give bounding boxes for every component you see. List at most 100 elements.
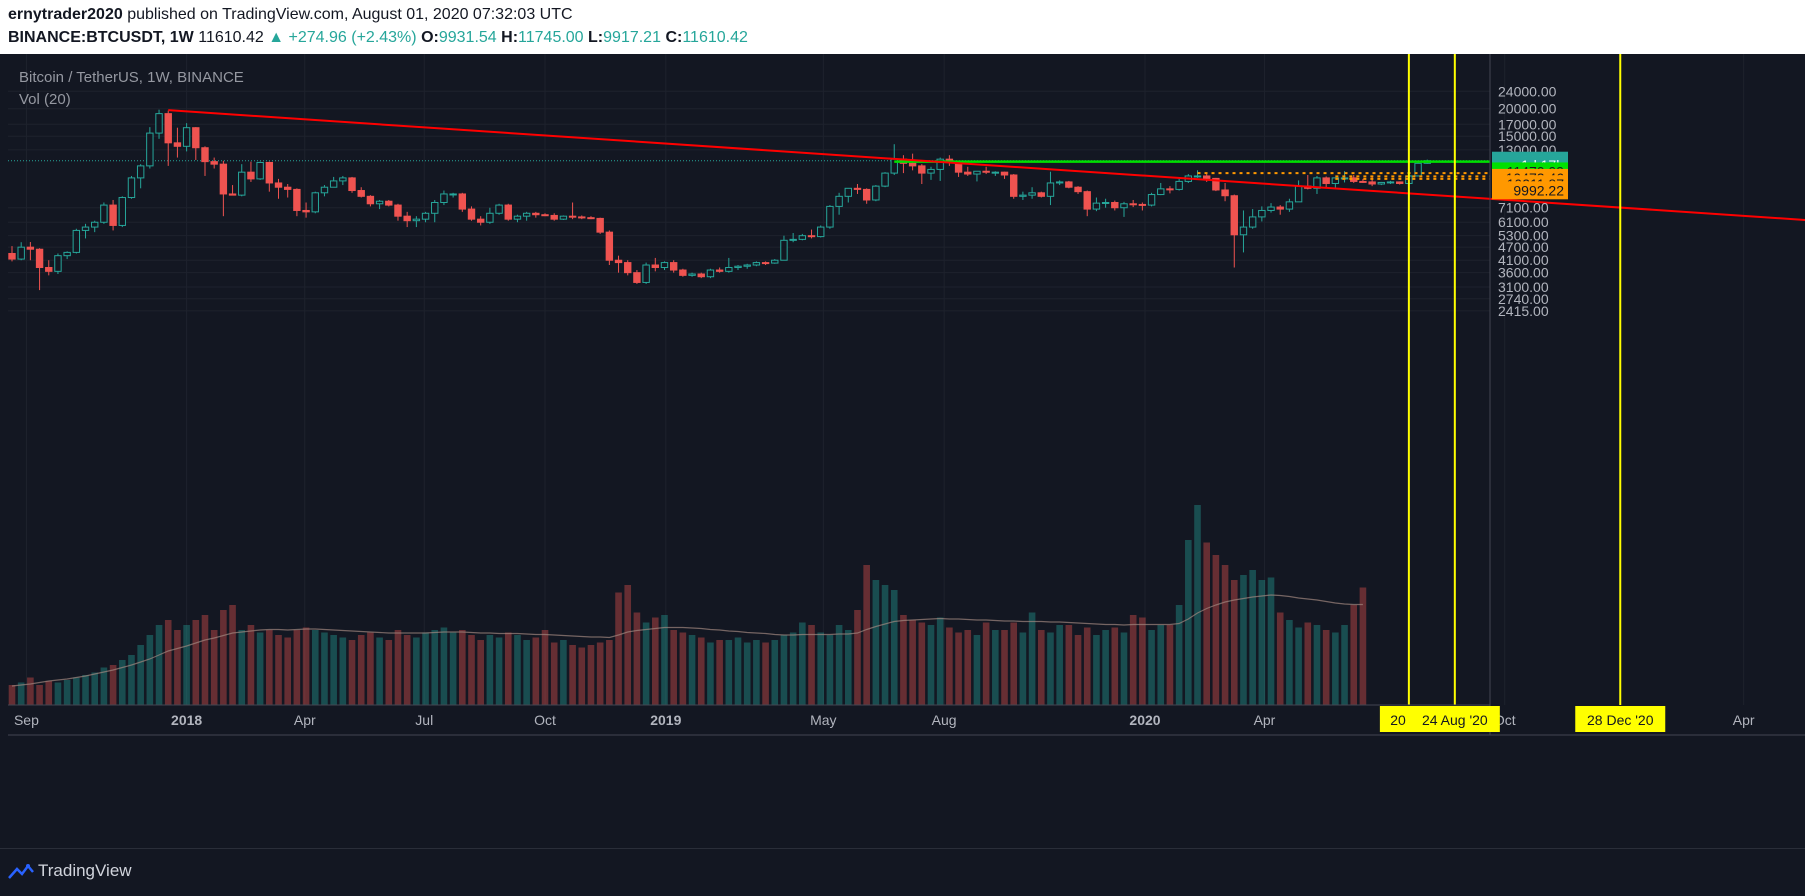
candle-body bbox=[265, 161, 274, 184]
candle-body bbox=[918, 165, 926, 174]
candle-body bbox=[17, 246, 25, 260]
candle bbox=[375, 199, 384, 210]
price-tick-label: 17000.00 bbox=[1498, 116, 1557, 132]
candle-body bbox=[173, 142, 182, 147]
volume-bar bbox=[652, 617, 659, 705]
candle-body bbox=[1175, 180, 1183, 190]
candle-body bbox=[201, 147, 209, 163]
candle-body bbox=[311, 192, 319, 213]
candle-body bbox=[302, 209, 310, 213]
author-name[interactable]: ernytrader2020 bbox=[8, 6, 123, 23]
candle bbox=[458, 192, 467, 212]
candle bbox=[109, 199, 117, 231]
candle bbox=[394, 203, 402, 221]
price-chart[interactable]: 24000.0020000.0017000.0015000.0013000.00… bbox=[8, 54, 1805, 847]
volume-bar bbox=[541, 630, 549, 705]
candle-body bbox=[1129, 203, 1137, 206]
volume-bar bbox=[946, 627, 953, 705]
candle-body bbox=[1028, 192, 1036, 196]
volume-bar bbox=[357, 635, 365, 705]
volume-bar bbox=[1093, 635, 1100, 705]
tradingview-brand[interactable]: TradingView bbox=[38, 861, 132, 880]
candle bbox=[1386, 180, 1395, 185]
legend-volume[interactable]: Vol (20) bbox=[19, 91, 71, 108]
candle bbox=[385, 199, 393, 207]
candle bbox=[844, 187, 852, 203]
volume-bar bbox=[1359, 587, 1367, 705]
price-change: ▲ +274.96 (+2.43%) bbox=[268, 29, 417, 46]
candle-body bbox=[256, 161, 264, 180]
candle-body bbox=[1203, 175, 1211, 179]
candle bbox=[918, 164, 926, 185]
candle-body bbox=[1239, 226, 1248, 236]
legend-title[interactable]: Bitcoin / TetherUS, 1W, BINANCE bbox=[19, 69, 244, 86]
volume-bar bbox=[587, 645, 595, 705]
candle bbox=[431, 199, 439, 223]
volume-bar bbox=[201, 615, 209, 705]
candle bbox=[284, 184, 292, 198]
volume-bar bbox=[1322, 630, 1330, 705]
volume-bar bbox=[909, 620, 916, 705]
time-tick-label: Apr bbox=[1733, 712, 1755, 728]
candle bbox=[348, 176, 356, 193]
candle-body bbox=[1212, 177, 1220, 191]
candle-body bbox=[1193, 175, 1202, 178]
candle-body bbox=[1395, 181, 1404, 184]
candle bbox=[91, 220, 99, 233]
volume-bar bbox=[1074, 635, 1082, 705]
candle bbox=[1239, 210, 1248, 253]
candle bbox=[927, 166, 935, 180]
volume-bar bbox=[1295, 627, 1302, 705]
candle bbox=[1028, 187, 1036, 199]
candle bbox=[81, 223, 90, 239]
candle-body bbox=[100, 204, 108, 223]
candle-body bbox=[964, 171, 972, 175]
candle-body bbox=[146, 132, 154, 167]
candle-body bbox=[192, 127, 200, 149]
candle-body bbox=[495, 204, 503, 214]
volume-bar bbox=[826, 635, 834, 705]
chart-area[interactable]: 24000.00 20000.00 17000.00 15000.00 13000.00… bbox=[8, 54, 1805, 847]
candle bbox=[366, 195, 375, 207]
candle-body bbox=[247, 171, 255, 180]
volume-bar bbox=[302, 627, 310, 705]
volume-bar bbox=[1332, 632, 1339, 705]
date-label-text: 28 Dec '20 bbox=[1587, 712, 1654, 728]
candle bbox=[853, 184, 862, 194]
volume-bar bbox=[1065, 625, 1073, 705]
candle bbox=[1230, 194, 1238, 268]
volume-bar bbox=[339, 637, 347, 705]
volume-bar bbox=[780, 635, 788, 705]
candle-body bbox=[54, 255, 62, 272]
candle-body bbox=[182, 127, 191, 147]
time-tick-label: Apr bbox=[1254, 712, 1276, 728]
candle bbox=[550, 213, 558, 221]
volume-bar bbox=[36, 685, 43, 705]
volume-bar bbox=[1166, 625, 1174, 705]
symbol-name: BINANCE:BTCUSDT, 1W bbox=[8, 29, 194, 46]
volume-bar bbox=[477, 640, 484, 705]
candle bbox=[1138, 202, 1147, 211]
candle-body bbox=[771, 259, 779, 264]
candle-body bbox=[862, 188, 871, 201]
candle-body bbox=[550, 214, 558, 220]
candle bbox=[624, 260, 632, 276]
candle-body bbox=[219, 163, 228, 195]
last-price: 11610.42 bbox=[198, 29, 264, 46]
price-tick-label: 2740.00 bbox=[1498, 291, 1549, 307]
volume-bar bbox=[495, 637, 503, 705]
publish-header: ernytrader2020 published on TradingView.… bbox=[0, 0, 1805, 54]
candle bbox=[982, 166, 990, 175]
candle-body bbox=[421, 212, 430, 220]
candle-body bbox=[35, 248, 44, 268]
candle-body bbox=[936, 158, 944, 170]
candle bbox=[734, 265, 742, 271]
tradingview-logo-icon bbox=[8, 863, 34, 879]
candle-body bbox=[238, 171, 246, 196]
candle-body bbox=[780, 239, 788, 261]
candle bbox=[72, 228, 81, 254]
volume-bar bbox=[1102, 630, 1109, 705]
candle-body bbox=[164, 113, 172, 144]
candle-body bbox=[26, 246, 35, 250]
volume-bar bbox=[210, 630, 218, 705]
